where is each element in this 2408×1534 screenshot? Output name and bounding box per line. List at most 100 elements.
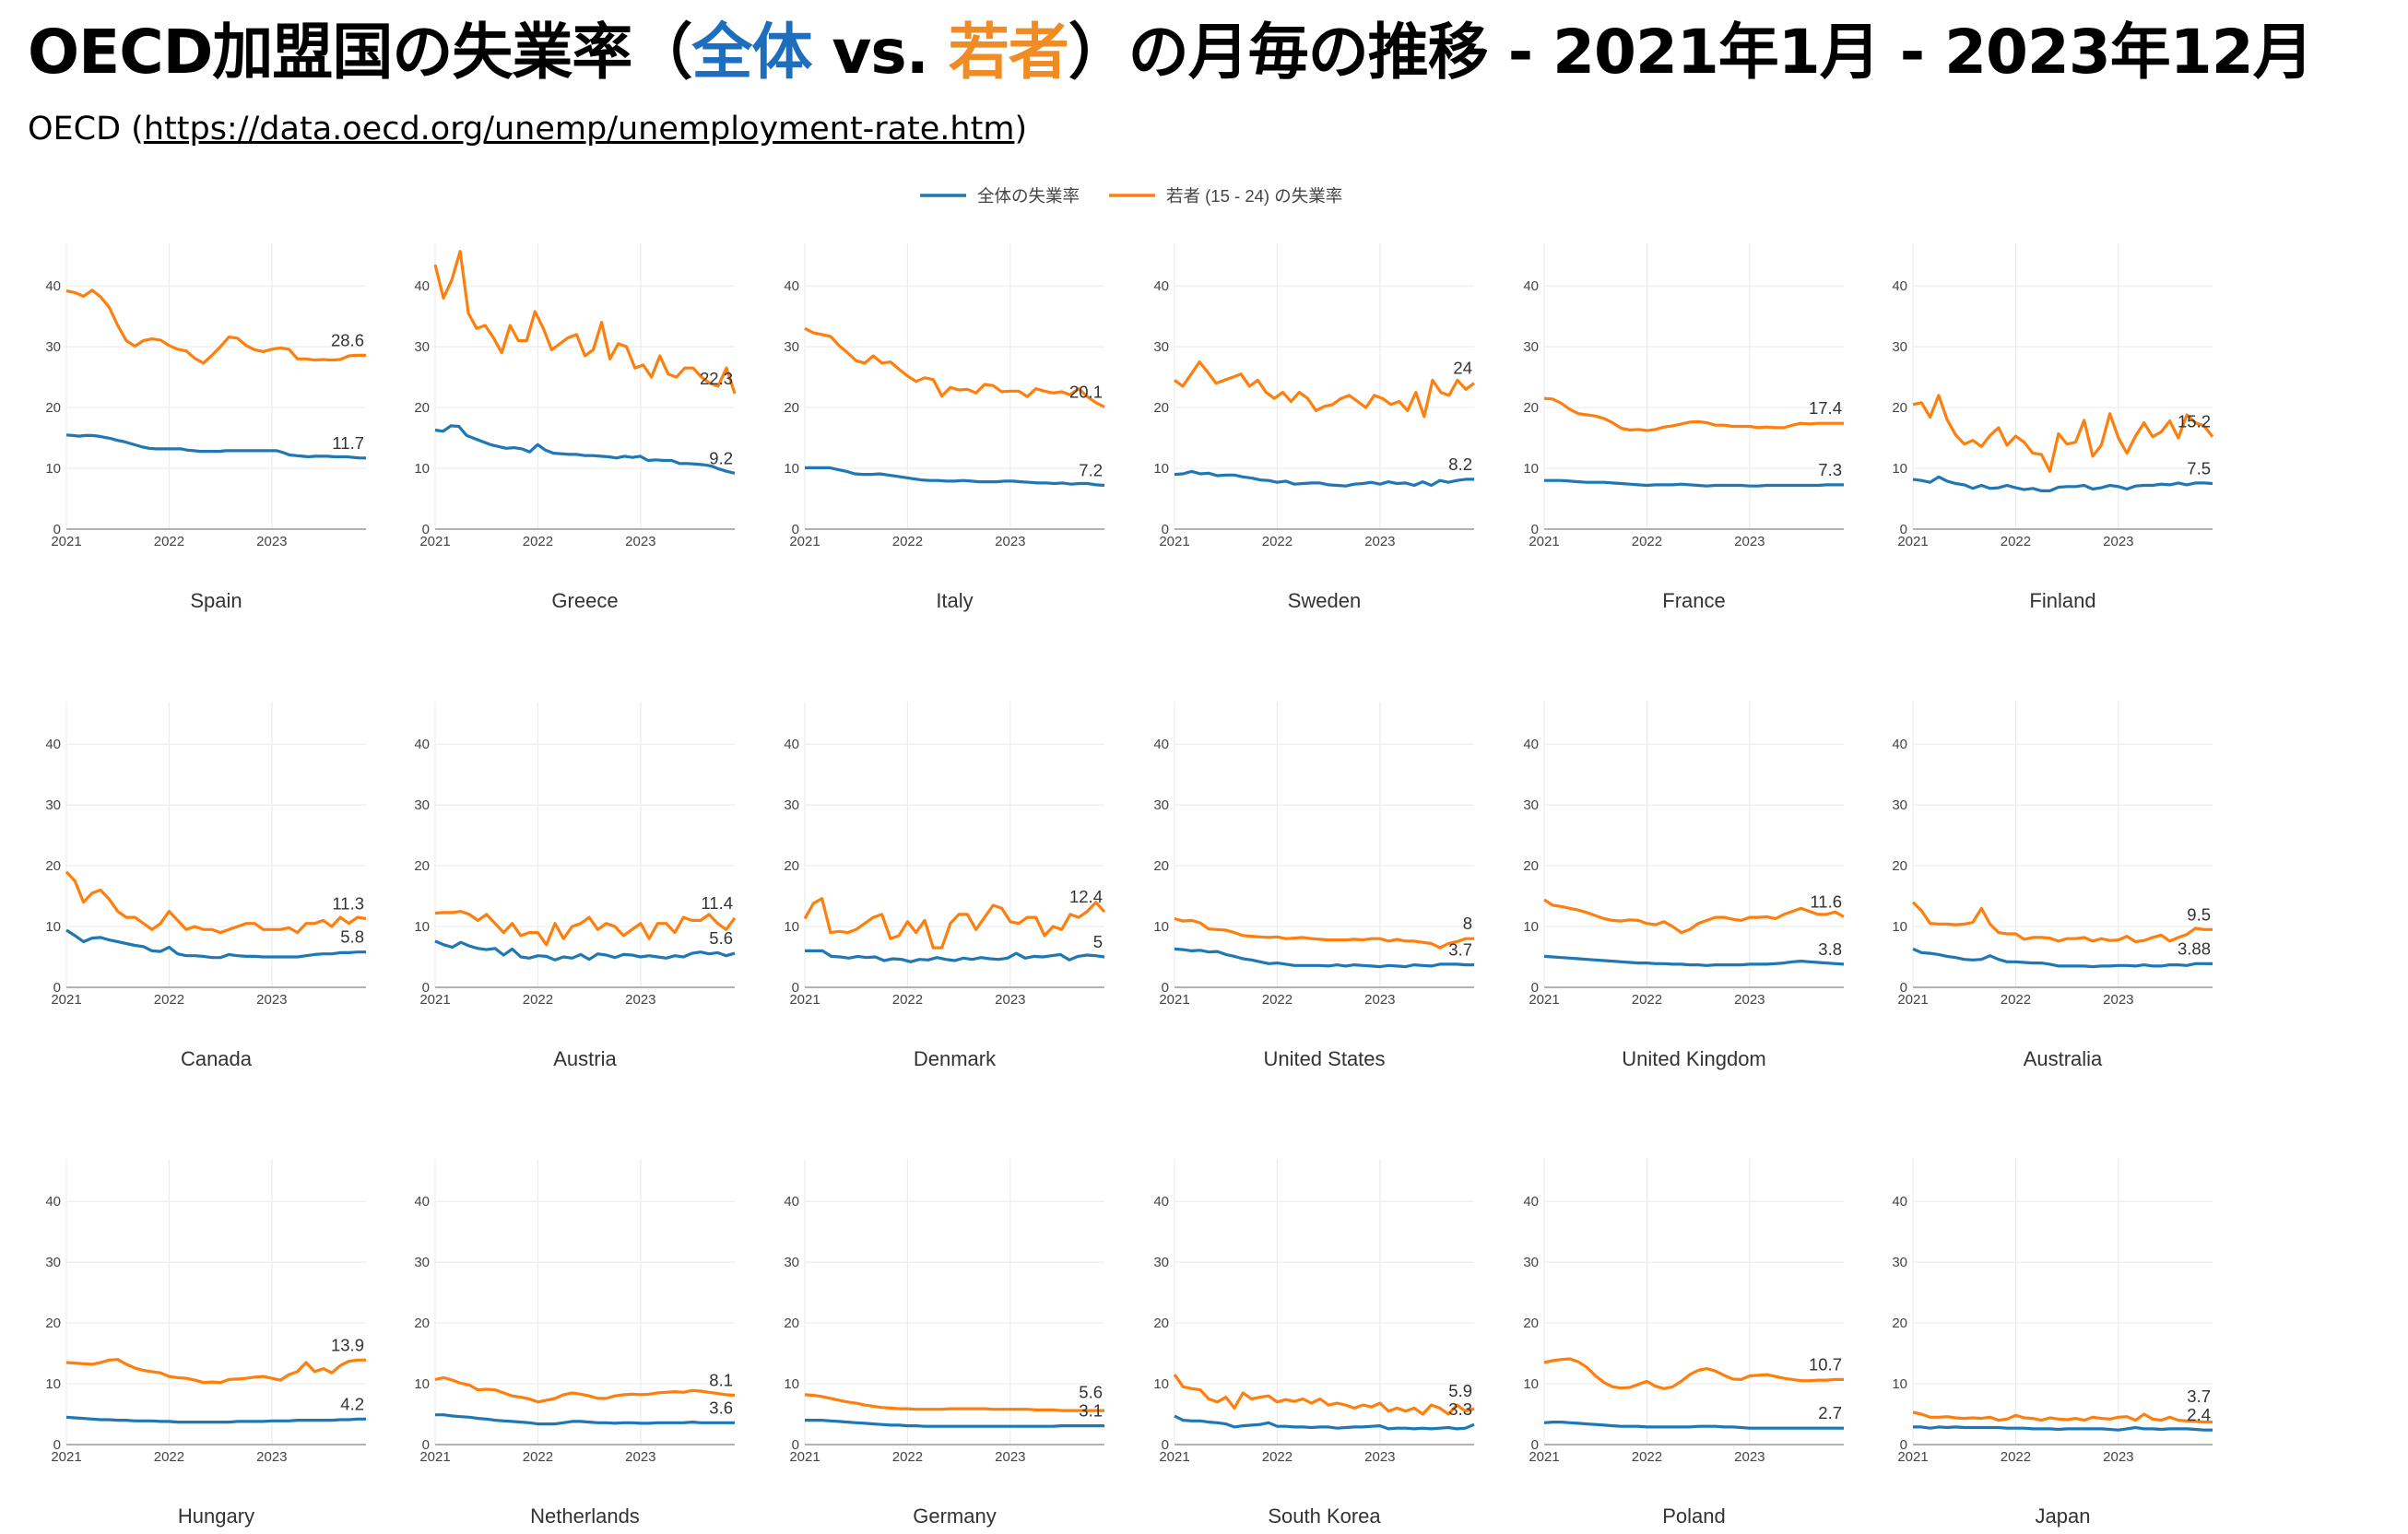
overall-line — [435, 1413, 735, 1426]
x-tick-label: 2023 — [995, 534, 1025, 549]
y-tick-label: 0 — [1162, 522, 1169, 537]
panel-country-name: Denmark — [914, 1047, 997, 1070]
x-tick-label: 2023 — [256, 534, 287, 549]
x-tick-label: 2022 — [892, 1449, 923, 1465]
y-tick-label: 0 — [53, 980, 61, 996]
youth-line — [434, 909, 737, 947]
panel-country-name: Poland — [1662, 1504, 1726, 1528]
y-tick-label: 40 — [1892, 737, 1907, 752]
y-tick-label: 10 — [1523, 461, 1539, 477]
y-tick-label: 10 — [414, 461, 430, 477]
panel-country-name: Germany — [913, 1504, 996, 1528]
y-tick-label: 10 — [45, 461, 61, 477]
title-overall: 全体 — [691, 17, 812, 88]
x-tick-label: 2023 — [625, 1449, 655, 1465]
y-tick-label: 30 — [45, 797, 61, 813]
y-tick-label: 20 — [1892, 858, 1907, 874]
title-vs: vs. — [811, 17, 949, 88]
overall-line — [1544, 478, 1844, 488]
y-tick-label: 20 — [1523, 1316, 1539, 1331]
youth-end-label: 22.3 — [700, 369, 733, 388]
y-tick-label: 30 — [1892, 797, 1907, 813]
legend[interactable]: 全体の失業率 若者 (15 - 24) の失業率 — [920, 186, 1342, 206]
y-tick-label: 0 — [1531, 980, 1539, 996]
source-link[interactable]: https://data.oecd.org/unemp/unemployment… — [143, 111, 1015, 148]
x-tick-label: 2021 — [1529, 534, 1559, 549]
youth-line — [1543, 1357, 1844, 1390]
panel-denmark: 0 10 20 30 40 2021 2022 2023 12.4 5 Denmark — [784, 702, 1106, 1070]
legend-youth-label: 若者 (15 - 24) の失業率 — [1166, 186, 1342, 206]
panel-country-name: Australia — [2024, 1047, 2103, 1070]
source-close: ) — [1014, 111, 1028, 148]
y-tick-label: 0 — [1162, 980, 1169, 996]
panel-country-name: United States — [1263, 1047, 1385, 1070]
y-tick-label: 20 — [1892, 400, 1907, 416]
x-tick-label: 2022 — [154, 992, 184, 1008]
overall-line — [805, 1418, 1104, 1428]
overall-end-label: 5.6 — [709, 928, 733, 948]
overall-end-label: 7.2 — [1079, 461, 1103, 480]
x-tick-label: 2023 — [1364, 992, 1395, 1008]
x-tick-label: 2021 — [1897, 1449, 1928, 1465]
y-tick-label: 20 — [1523, 400, 1539, 416]
panel-south-korea: 0 10 20 30 40 2021 2022 2023 5.93.3 South Korea — [1153, 1159, 1475, 1528]
youth-end-label: 3.7 — [2187, 1386, 2211, 1406]
y-tick-label: 20 — [1892, 1316, 1907, 1331]
panel-united-kingdom: 0 10 20 30 40 2021 2022 2023 11.6 3.8 United Kingd… — [1523, 702, 1845, 1070]
overall-end-label: 3.3 — [1448, 1399, 1472, 1419]
y-tick-label: 30 — [45, 1255, 61, 1270]
y-tick-label: 40 — [45, 278, 61, 294]
youth-line — [1174, 916, 1474, 950]
x-tick-label: 2023 — [995, 1449, 1025, 1465]
overall-end-label: 2.4 — [2187, 1405, 2211, 1424]
x-tick-label: 2021 — [789, 534, 820, 549]
overall-end-label: 3.88 — [2178, 938, 2211, 958]
x-tick-label: 2022 — [1632, 1449, 1662, 1465]
overall-line — [1912, 947, 2213, 969]
x-tick-label: 2023 — [256, 992, 287, 1008]
x-tick-label: 2021 — [1159, 534, 1189, 549]
x-tick-label: 2023 — [625, 992, 655, 1008]
panel-country-name: Canada — [181, 1047, 253, 1070]
overall-end-label: 5.8 — [340, 927, 364, 947]
y-tick-label: 10 — [1892, 1376, 1907, 1392]
youth-end-label: 20.1 — [1069, 382, 1103, 401]
y-tick-label: 30 — [45, 339, 61, 355]
youth-end-label: 11.3 — [332, 893, 364, 913]
x-tick-label: 2023 — [1734, 1449, 1765, 1465]
overall-line — [434, 939, 736, 962]
y-tick-label: 30 — [414, 339, 430, 355]
y-tick-label: 30 — [1153, 339, 1169, 355]
overall-end-label: 2.7 — [1818, 1403, 1842, 1422]
youth-line — [434, 1375, 736, 1404]
overall-end-label: 7.3 — [1818, 460, 1842, 479]
panel-germany: 0 10 20 30 40 2021 2022 2023 5.63.1 Germany — [784, 1159, 1104, 1528]
y-tick-label: 10 — [784, 1376, 799, 1392]
panel-greece: 0 10 20 30 40 2021 2022 2023 22.3 9.2 Greece — [414, 243, 737, 612]
y-tick-label: 30 — [1523, 1255, 1539, 1270]
y-tick-label: 40 — [414, 278, 430, 294]
youth-end-label: 8 — [1463, 914, 1472, 933]
panel-united-states: 0 10 20 30 40 2021 2022 2023 8 3.7 United States — [1153, 702, 1474, 1070]
panel-spain: 0 10 20 30 40 2021 2022 2023 28.6 11.7 Spain — [45, 243, 366, 612]
youth-end-label: 11.6 — [1810, 891, 1842, 911]
panel-poland: 0 10 20 30 40 2021 2022 2023 10.7 2.7 Poland — [1523, 1159, 1844, 1528]
panel-country-name: Japan — [2036, 1504, 2091, 1528]
overall-end-label: 11.7 — [332, 433, 364, 453]
x-tick-label: 2022 — [1262, 534, 1293, 549]
overall-end-label: 3.7 — [1448, 940, 1472, 960]
youth-line — [433, 250, 737, 395]
youth-end-label: 24 — [1453, 359, 1472, 378]
y-tick-label: 20 — [1153, 858, 1169, 874]
overall-end-label: 8.2 — [1448, 454, 1472, 474]
y-tick-label: 40 — [414, 737, 430, 752]
x-tick-label: 2022 — [2001, 992, 2031, 1008]
x-tick-label: 2023 — [256, 1449, 287, 1465]
youth-end-label: 28.6 — [331, 330, 364, 349]
y-tick-label: 30 — [414, 797, 430, 813]
x-tick-label: 2021 — [1529, 1449, 1559, 1465]
overall-end-label: 9.2 — [709, 448, 733, 467]
y-tick-label: 30 — [414, 1255, 430, 1270]
x-tick-label: 2023 — [2103, 534, 2133, 549]
y-tick-label: 40 — [784, 278, 799, 294]
